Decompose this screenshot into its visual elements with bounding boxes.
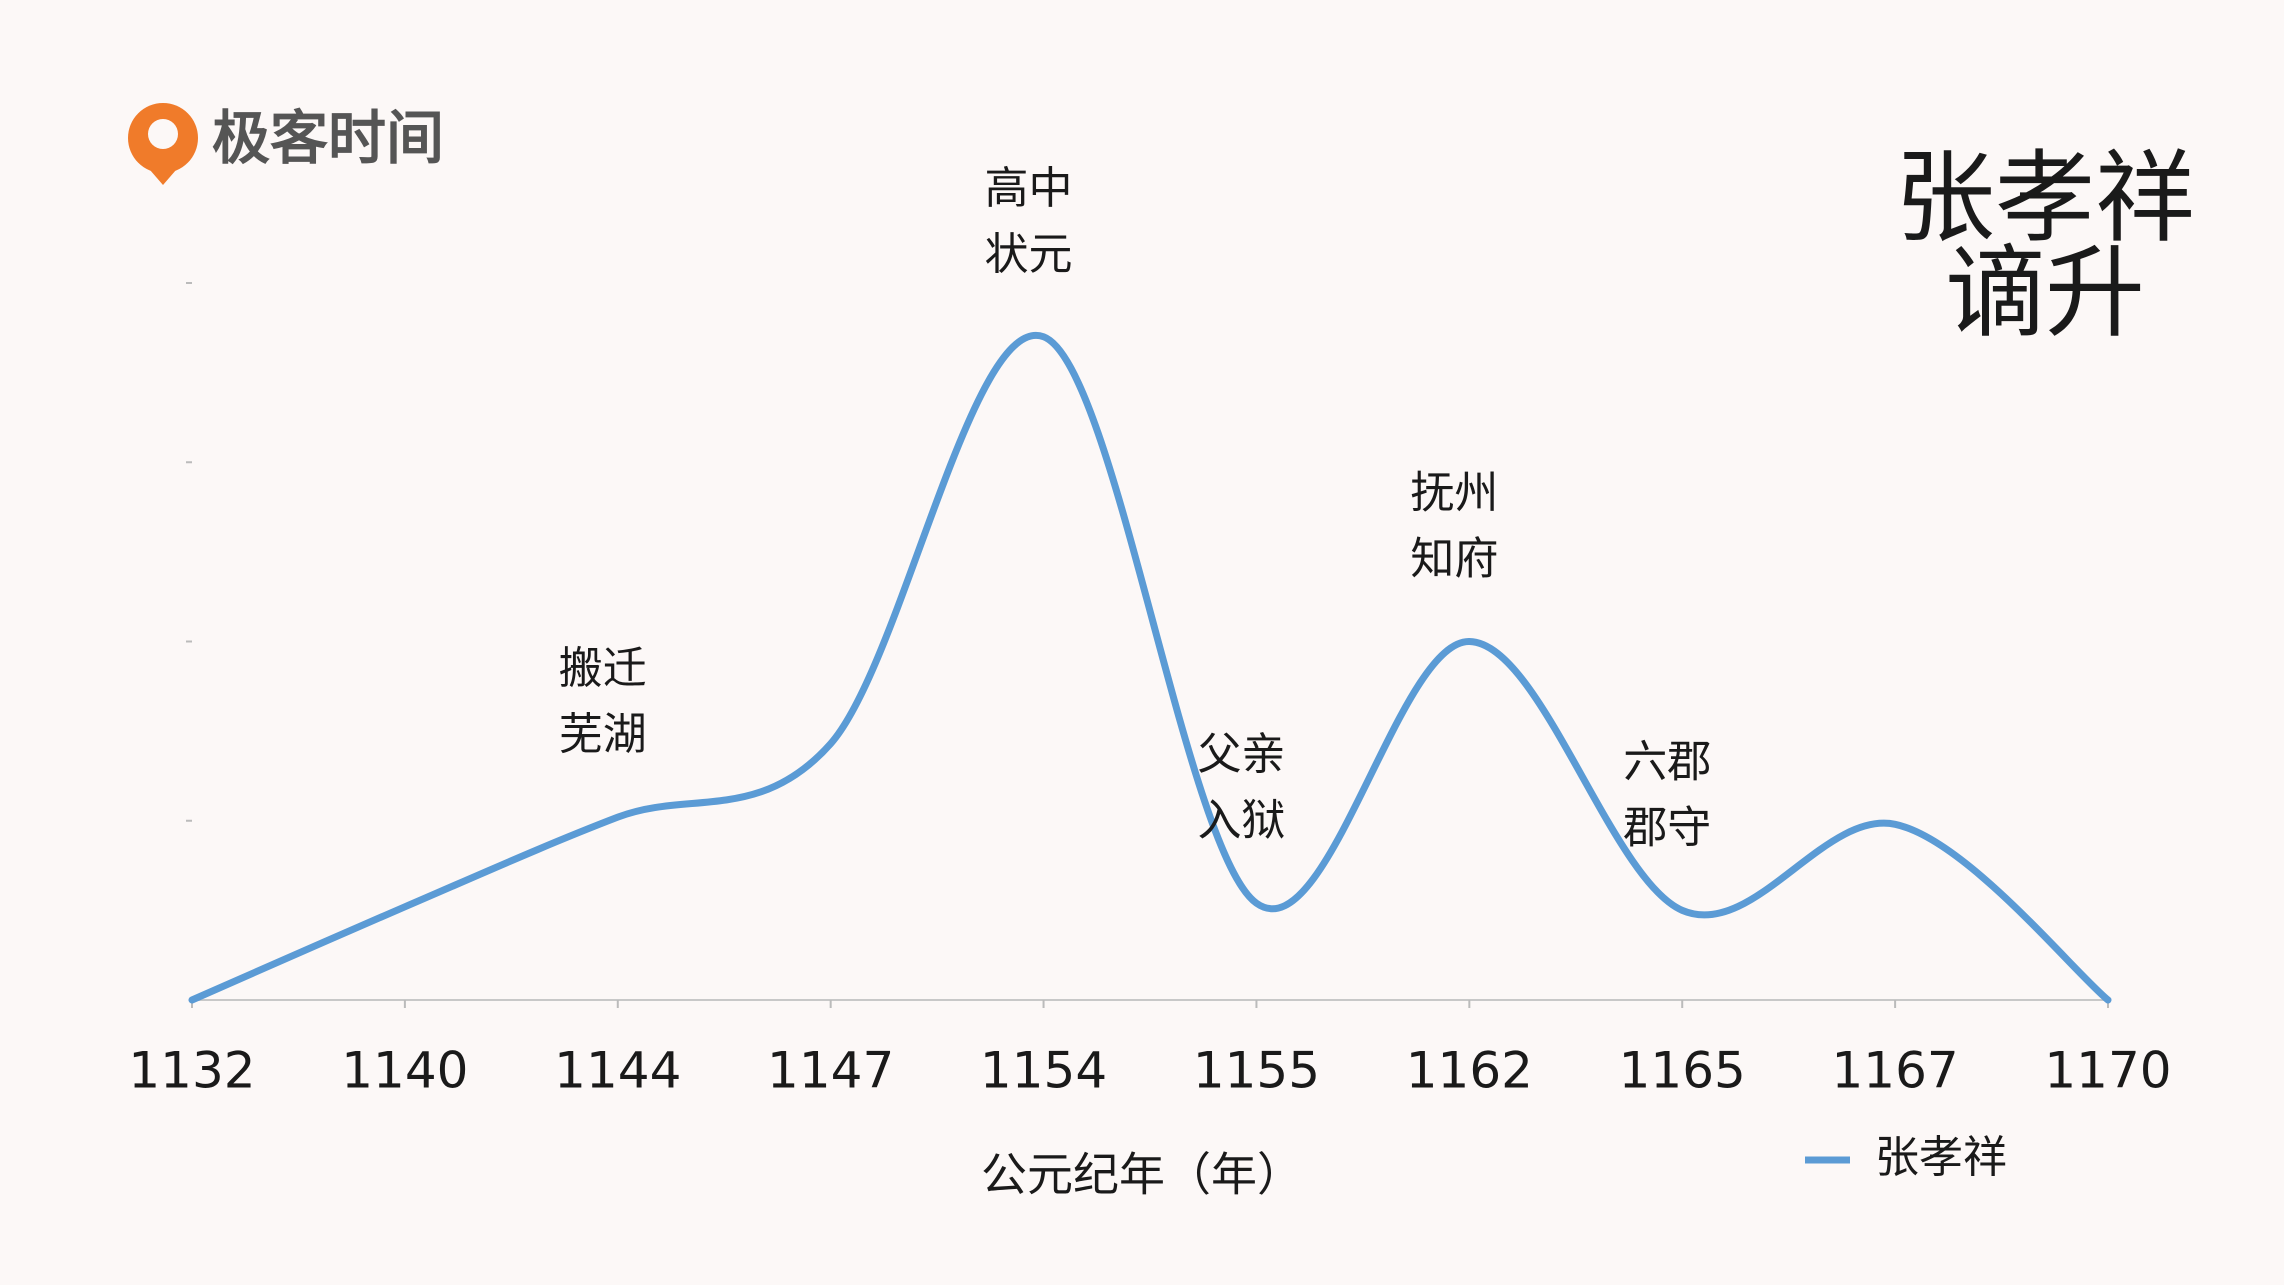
x-tick-label: 1132 <box>128 1042 255 1100</box>
annotation: 父亲 <box>1197 729 1285 780</box>
annotation: 六郡 <box>1623 736 1711 787</box>
annotation: 状元 <box>985 229 1073 280</box>
x-tick-label: 1165 <box>1619 1042 1746 1100</box>
annotation: 抚州 <box>1410 468 1498 519</box>
annotation: 郡守 <box>1623 802 1711 853</box>
logo-icon-tip <box>150 170 176 185</box>
x-tick-label: 1155 <box>1193 1042 1320 1100</box>
x-tick-label: 1154 <box>980 1042 1107 1100</box>
annotation: 高中 <box>985 163 1073 214</box>
x-tick-label: 1140 <box>341 1042 468 1100</box>
chart-title: 张孝祥 <box>1895 139 2195 256</box>
logo: 极客时间 <box>128 103 444 185</box>
annotation: 芜湖 <box>559 709 647 760</box>
chart-title: 谪升 <box>1945 234 2145 351</box>
logo-icon-hole <box>148 119 178 149</box>
annotation: 入狱 <box>1197 795 1285 846</box>
x-tick-label: 1144 <box>554 1042 681 1100</box>
series-line <box>188 331 2112 1004</box>
annotation: 知府 <box>1410 534 1498 585</box>
annotation: 搬迁 <box>559 643 647 694</box>
x-tick-label: 1147 <box>767 1042 894 1100</box>
x-tick-label: 1167 <box>1831 1042 1958 1100</box>
x-tick-label: 1170 <box>2044 1042 2171 1100</box>
x-axis-title: 公元纪年（年） <box>981 1148 1303 1202</box>
logo-text: 极客时间 <box>212 104 444 172</box>
legend-label: 张孝祥 <box>1875 1132 2007 1183</box>
x-tick-label: 1162 <box>1406 1042 1533 1100</box>
